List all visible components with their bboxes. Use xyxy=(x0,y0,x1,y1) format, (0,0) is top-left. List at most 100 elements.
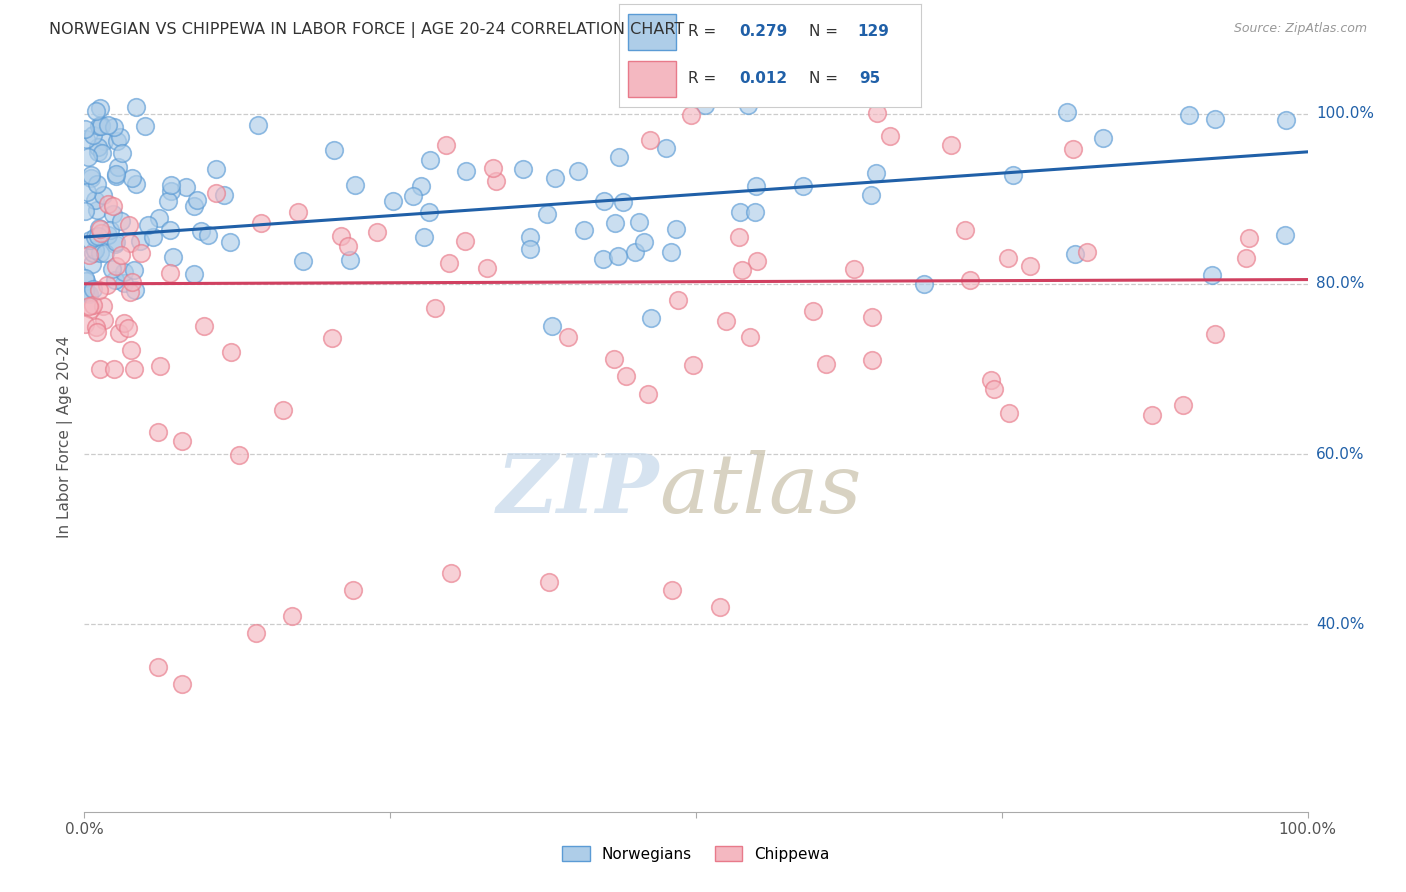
Point xyxy=(1001,169,1024,183)
Point xyxy=(84,229,107,244)
Text: N =: N = xyxy=(808,23,844,38)
Text: NORWEGIAN VS CHIPPEWA IN LABOR FORCE | AGE 20-24 CORRELATION CHART: NORWEGIAN VS CHIPPEWA IN LABOR FORCE | A… xyxy=(49,22,685,38)
Point xyxy=(157,194,180,209)
Point xyxy=(129,234,152,248)
Point xyxy=(801,303,824,318)
Point xyxy=(93,134,115,148)
Point xyxy=(485,174,508,188)
Point xyxy=(134,119,156,133)
Point xyxy=(860,187,883,202)
Point xyxy=(745,253,768,268)
Point xyxy=(682,358,704,372)
Point xyxy=(103,120,125,134)
Point xyxy=(82,128,104,142)
Text: R =: R = xyxy=(688,70,721,86)
Point xyxy=(90,119,112,133)
Point xyxy=(87,140,110,154)
Point xyxy=(603,352,626,367)
Text: 100.0%: 100.0% xyxy=(1316,106,1374,121)
Point xyxy=(1140,408,1163,422)
Point xyxy=(91,299,114,313)
Point xyxy=(75,132,97,146)
Point xyxy=(624,245,647,260)
Point xyxy=(101,261,124,276)
Point xyxy=(159,266,181,280)
Point xyxy=(659,245,682,260)
Point xyxy=(90,119,112,133)
Point xyxy=(323,143,346,157)
Point xyxy=(89,362,111,376)
Point xyxy=(149,359,172,374)
Point xyxy=(744,205,766,219)
Point xyxy=(97,197,120,211)
Point xyxy=(538,574,561,589)
Point xyxy=(413,230,436,244)
Text: 60.0%: 60.0% xyxy=(1316,447,1364,461)
Point xyxy=(80,257,103,271)
Point xyxy=(342,583,364,598)
Point xyxy=(997,251,1019,265)
Point xyxy=(160,184,183,198)
Point xyxy=(84,244,107,258)
FancyBboxPatch shape xyxy=(627,61,676,96)
Point xyxy=(108,326,131,341)
Point xyxy=(814,357,837,371)
Point xyxy=(101,198,124,212)
Point xyxy=(519,229,541,244)
Point xyxy=(792,178,814,193)
Point xyxy=(82,282,104,296)
Point xyxy=(193,318,215,333)
Point xyxy=(1275,113,1298,128)
Point xyxy=(939,137,962,152)
Point xyxy=(860,310,883,324)
Point xyxy=(1062,142,1084,156)
Point xyxy=(336,239,359,253)
Point xyxy=(329,228,352,243)
Point xyxy=(105,235,128,250)
Point xyxy=(172,677,194,691)
Point xyxy=(94,245,117,260)
Text: Source: ZipAtlas.com: Source: ZipAtlas.com xyxy=(1233,22,1367,36)
Point xyxy=(1171,398,1194,412)
Point xyxy=(842,261,865,276)
Point xyxy=(117,218,139,232)
Point xyxy=(138,218,160,232)
Point xyxy=(84,319,107,334)
Point xyxy=(321,331,343,345)
Point xyxy=(273,402,295,417)
Point xyxy=(454,235,477,249)
Point xyxy=(219,345,242,359)
Text: 0.012: 0.012 xyxy=(740,70,787,86)
Point xyxy=(540,318,562,333)
Point xyxy=(418,205,440,219)
Point xyxy=(475,260,498,275)
Point xyxy=(536,206,558,220)
Text: ZIP: ZIP xyxy=(496,450,659,530)
Point xyxy=(159,222,181,236)
Point xyxy=(96,277,118,292)
Point xyxy=(122,262,145,277)
Point xyxy=(344,178,367,193)
Point xyxy=(87,229,110,244)
Point xyxy=(709,600,731,615)
Point xyxy=(77,299,100,313)
Point xyxy=(110,146,132,161)
Point xyxy=(287,204,309,219)
Point xyxy=(574,223,596,237)
Point xyxy=(980,373,1002,387)
Text: N =: N = xyxy=(808,70,844,86)
Point xyxy=(1091,131,1114,145)
Point xyxy=(146,425,169,440)
Text: 80.0%: 80.0% xyxy=(1316,277,1364,292)
Point xyxy=(91,187,114,202)
Point xyxy=(103,362,125,376)
Point xyxy=(612,194,634,209)
Point xyxy=(105,134,128,148)
Point xyxy=(661,583,683,598)
Point xyxy=(912,277,935,292)
Point xyxy=(437,256,460,270)
Point xyxy=(75,284,97,298)
Point xyxy=(247,118,270,132)
Point xyxy=(162,250,184,264)
Point xyxy=(80,170,103,185)
